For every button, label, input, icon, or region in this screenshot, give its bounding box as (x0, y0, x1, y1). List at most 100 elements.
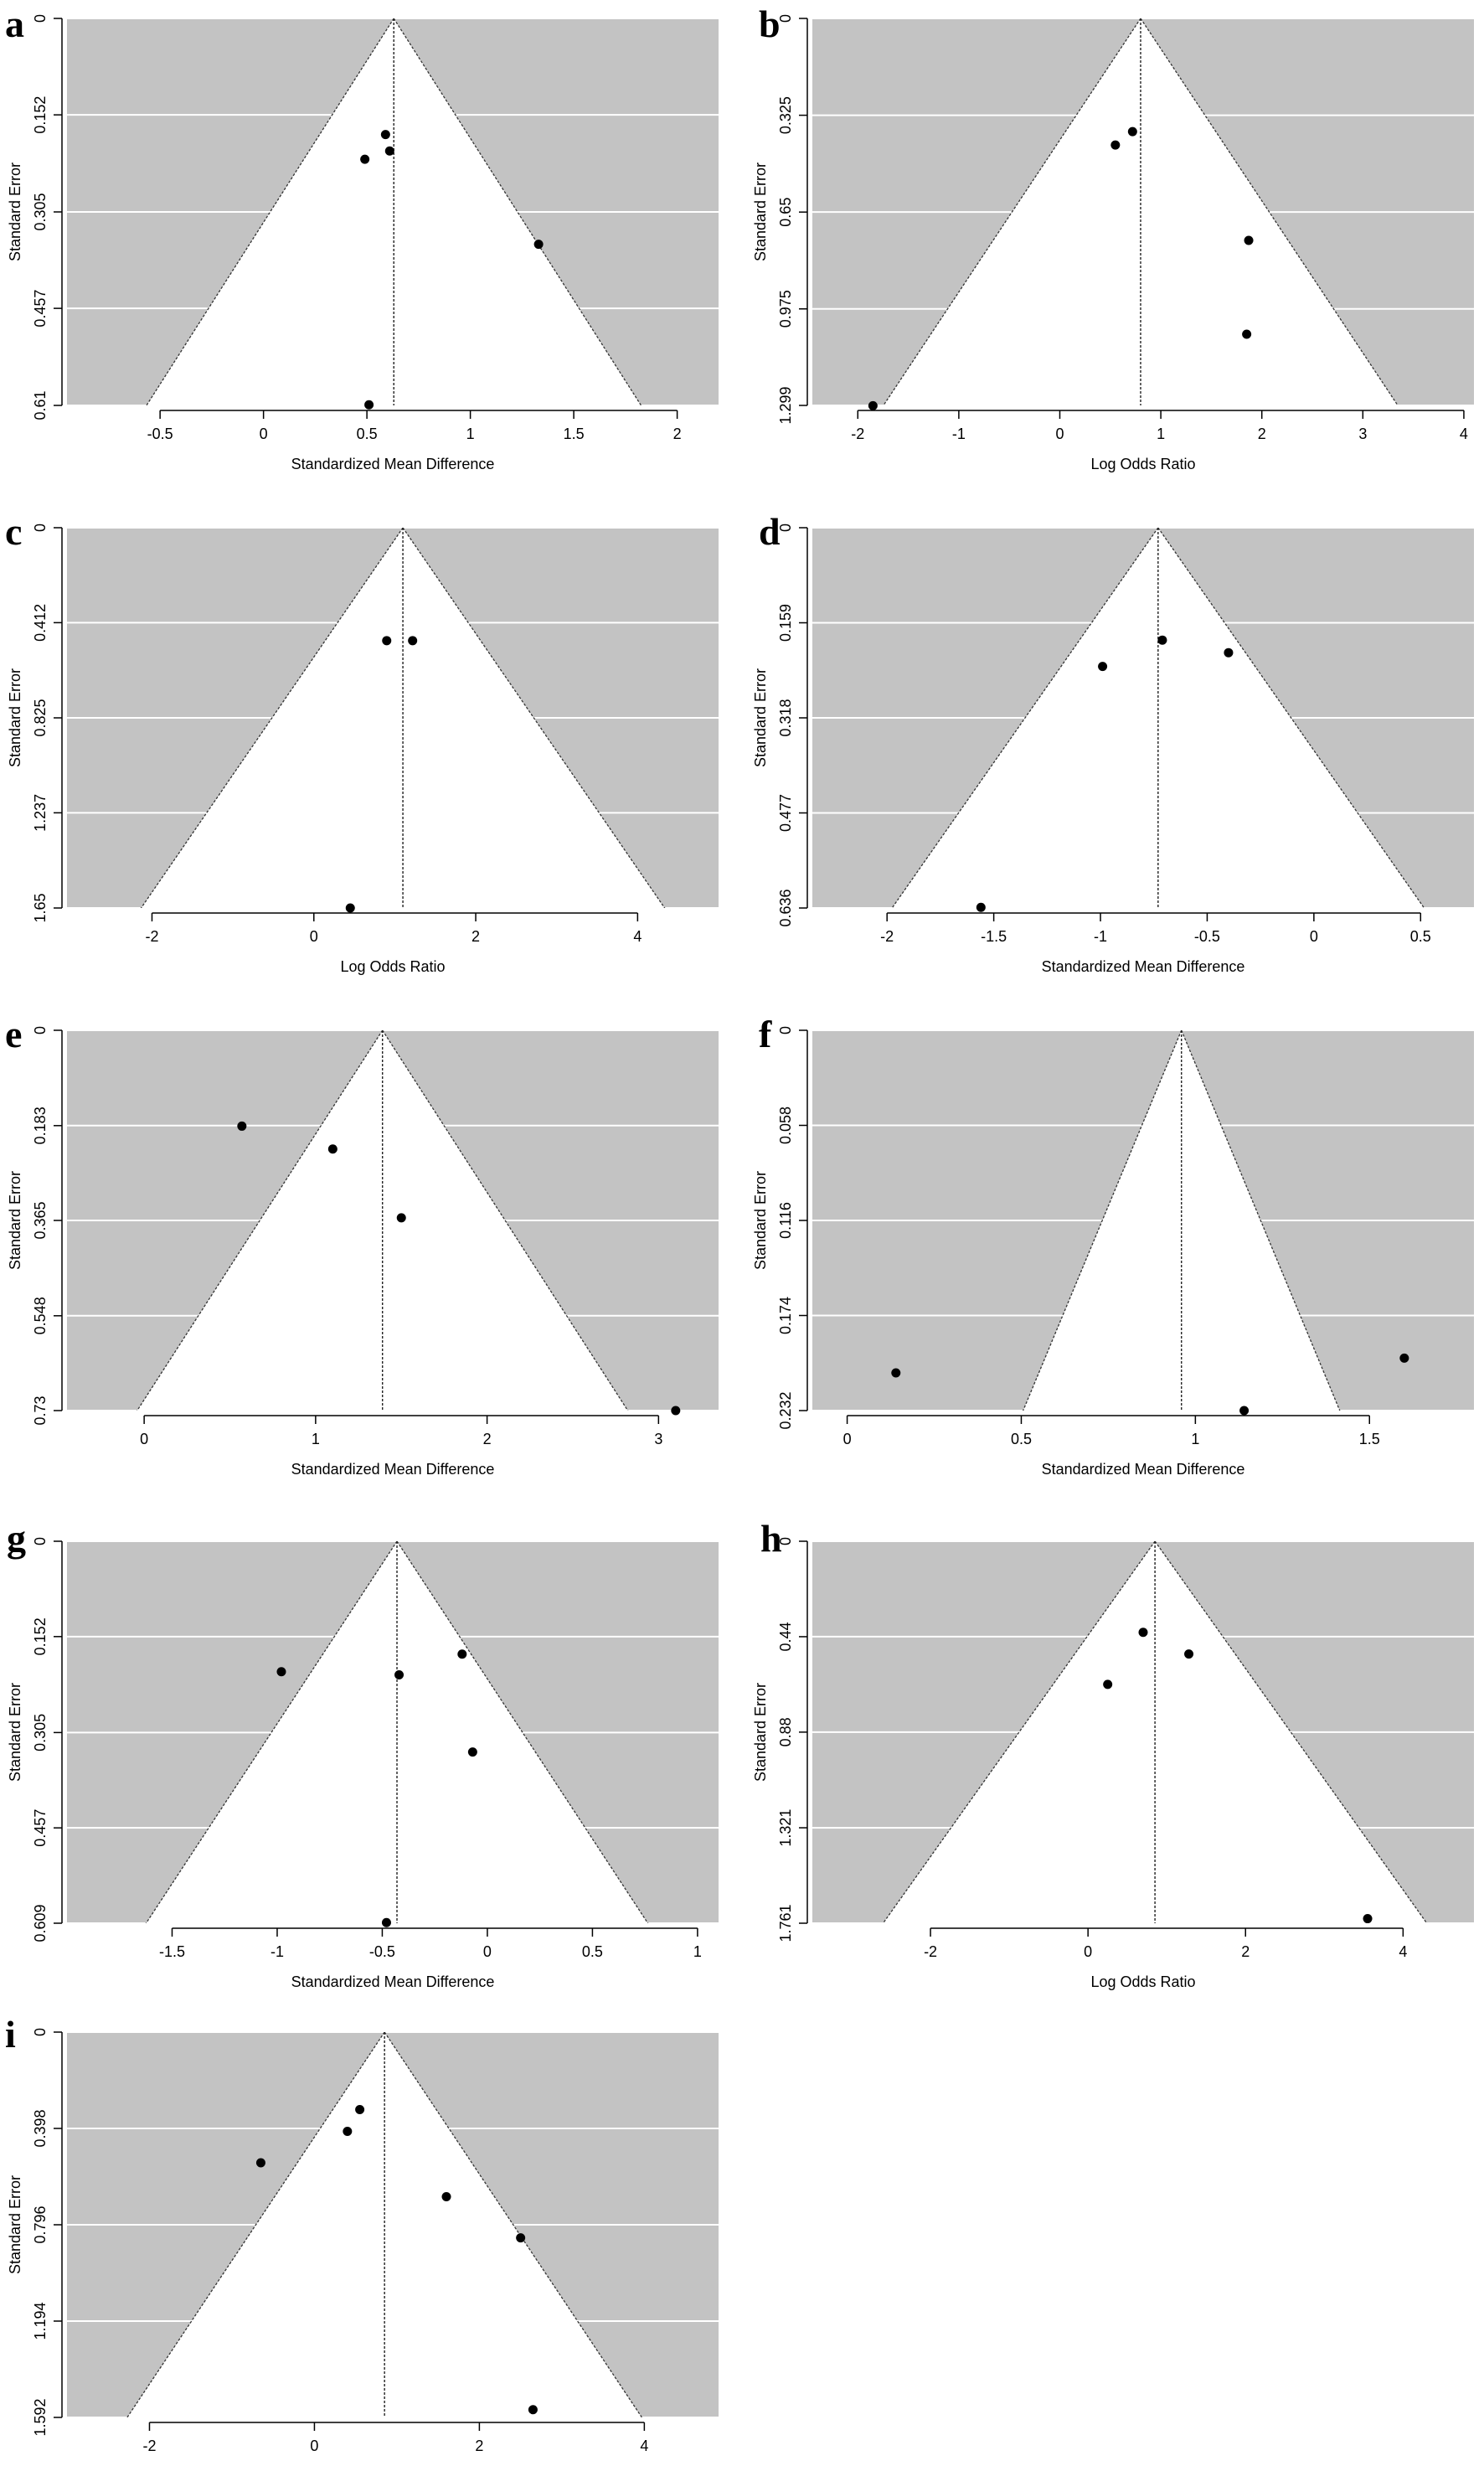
funnel-right-edge (382, 1030, 629, 1411)
funnel-right-edge (1157, 528, 1425, 908)
funnel-plot-d: d -2 -1.5 -1 -0.5 0 0.5 Standardized Mean Diff… (752, 503, 1484, 1005)
y-tick-label: 0 (32, 1537, 49, 1545)
x-tick-label: 1.5 (1359, 1431, 1380, 1447)
study-point (1363, 1914, 1373, 1924)
y-tick-label: 0.975 (777, 290, 794, 328)
x-tick-label: 4 (1460, 426, 1468, 442)
y-tick-label: 0 (32, 14, 49, 23)
funnel-left-edge (140, 528, 404, 908)
x-tick-label: 1 (312, 1431, 320, 1447)
y-axis-label: Standard Error (7, 1683, 23, 1782)
study-point (364, 400, 374, 410)
study-point (1239, 1406, 1250, 1416)
y-tick-label: 0.457 (32, 1809, 49, 1847)
study-point (1157, 635, 1167, 645)
x-tick-label: -1.5 (159, 1943, 185, 1960)
funnel-plot-e-svg: 0 1 2 3 Standardized Mean Difference 0 0.183 0.… (7, 1026, 719, 1478)
x-tick-label: 0 (1055, 426, 1064, 442)
x-tick-label: 1 (1157, 426, 1165, 442)
study-point (528, 2405, 538, 2415)
y-tick-label: 0.636 (777, 889, 794, 926)
funnel-left-edge (883, 18, 1141, 405)
study-point (345, 903, 355, 913)
study-point (891, 1368, 901, 1378)
y-tick-label: 1.299 (777, 386, 794, 424)
y-tick-label: 0 (32, 2028, 49, 2036)
study-point (380, 130, 390, 140)
y-tick-label: 0.398 (32, 2109, 49, 2147)
y-tick-label: 0 (32, 524, 49, 532)
y-tick-label: 0.325 (777, 96, 794, 134)
study-point (1110, 140, 1121, 150)
study-point (1127, 126, 1137, 137)
plot-area-c: -2 0 2 4 Log Odds Ratio 0 0.412 0.825 1.237 1.65 S… (7, 524, 719, 975)
study-point (355, 2104, 365, 2114)
funnel-plot-h-svg: -2 0 2 4 Log Odds Ratio 0 0.44 0.88 1.321 1.761 St… (752, 1537, 1474, 1990)
y-tick-label: 0.61 (32, 390, 49, 420)
study-point (1242, 329, 1252, 339)
study-point (671, 1406, 681, 1416)
x-tick-label: -2 (924, 1943, 937, 1960)
study-point (396, 1213, 406, 1223)
x-tick-label: 0 (1084, 1943, 1092, 1960)
funnel-left-edge (882, 1541, 1156, 1923)
x-tick-label: -1.5 (981, 928, 1007, 945)
study-point (533, 240, 544, 250)
funnel-plot-a: a -0.5 0 0.5 1 1.5 2 Standardized Mean Differe… (0, 0, 737, 494)
study-point (1138, 1628, 1148, 1638)
x-tick-label: 0 (310, 928, 318, 945)
x-axis-label: Log Odds Ratio (1090, 456, 1195, 472)
y-axis-label: Standard Error (7, 163, 23, 261)
y-tick-label: 0 (32, 1026, 49, 1034)
study-point (1224, 647, 1234, 658)
funnel-left-edge (145, 1541, 398, 1923)
funnel-right-edge (402, 528, 666, 908)
x-tick-label: 1 (1191, 1431, 1199, 1447)
x-tick-label: 3 (1358, 426, 1367, 442)
study-point (382, 636, 392, 646)
y-axis-label: Standard Error (7, 668, 23, 767)
x-tick-label: -2 (851, 426, 864, 442)
study-point (976, 902, 986, 912)
y-axis-label: Standard Error (752, 163, 769, 261)
x-tick-label: 2 (673, 426, 682, 442)
funnel-plot-h: h -2 0 2 4 Log Odds Ratio 0 0.44 0.88 1.321 1.761… (752, 1516, 1484, 2010)
panel-label-e: e (5, 1013, 23, 1055)
y-tick-label: 0.116 (777, 1202, 794, 1239)
y-tick-label: 1.65 (32, 893, 49, 922)
x-tick-label: 0 (260, 426, 268, 442)
study-point (868, 400, 878, 410)
study-point (255, 2158, 265, 2168)
x-tick-label: -0.5 (369, 1943, 395, 1960)
y-tick-label: 1.321 (777, 1809, 794, 1847)
plot-area-h: -2 0 2 4 Log Odds Ratio 0 0.44 0.88 1.321 1.761 St… (752, 1537, 1474, 1990)
study-point (1399, 1353, 1409, 1363)
y-tick-label: 0.44 (777, 1622, 794, 1651)
x-tick-label: 4 (633, 928, 642, 945)
funnel-left-edge (137, 1030, 384, 1411)
y-tick-label: 0 (777, 1537, 794, 1545)
panel-label-i: i (5, 2013, 16, 2056)
y-tick-label: 0.152 (32, 1617, 49, 1655)
y-tick-label: 0.058 (777, 1107, 794, 1144)
x-tick-label: 0.5 (582, 1943, 603, 1960)
y-tick-label: 0.65 (777, 198, 794, 227)
x-tick-label: 2 (471, 928, 480, 945)
study-point (384, 146, 394, 156)
x-tick-label: 0 (843, 1431, 852, 1447)
plot-area-a: -0.5 0 0.5 1 1.5 2 Standardized Mean Differenc… (7, 14, 719, 472)
funnel-plot-c: c -2 0 2 4 Log Odds Ratio 0 0.412 0.825 1.237 1.6… (0, 503, 737, 1005)
funnel-plot-d-svg: -2 -1.5 -1 -0.5 0 0.5 Standardized Mean Differ… (752, 524, 1474, 975)
x-tick-label: 2 (1258, 426, 1266, 442)
x-tick-label: 2 (475, 2438, 483, 2454)
y-tick-label: 0.305 (32, 1714, 49, 1751)
x-axis-label: Standardized Mean Difference (291, 1973, 495, 1990)
x-tick-label: 3 (654, 1431, 662, 1447)
x-tick-label: 2 (1241, 1943, 1250, 1960)
study-point (1184, 1649, 1194, 1659)
y-tick-label: 1.592 (32, 2398, 49, 2436)
study-point (1103, 1679, 1113, 1690)
study-point (408, 636, 418, 646)
funnel-right-edge (393, 18, 642, 405)
